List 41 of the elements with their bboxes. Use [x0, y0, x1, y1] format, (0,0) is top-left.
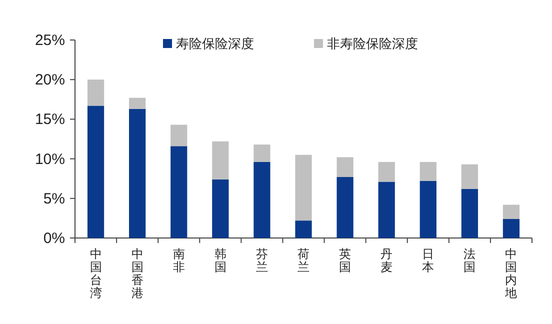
- y-tick-label: 20%: [34, 72, 65, 89]
- legend-label: 非寿险保险深度: [327, 36, 418, 52]
- x-tick-label: 南非: [172, 247, 185, 274]
- bar: [254, 162, 270, 238]
- x-tick-label: 韩国: [214, 247, 226, 274]
- x-tick-label: 法国: [464, 247, 476, 274]
- x-tick-label: 中国台湾: [90, 247, 102, 300]
- x-tick-label: 丹麦: [380, 247, 393, 274]
- x-tick-label: 芬兰: [256, 247, 268, 274]
- bar: [129, 98, 146, 109]
- x-tick-label: 日本: [422, 247, 434, 274]
- bar: [129, 108, 146, 238]
- bar: [378, 162, 395, 182]
- x-tick-label: 荷兰: [298, 247, 310, 274]
- y-tick-label: 15%: [34, 111, 65, 128]
- bar: [87, 80, 104, 106]
- bar: [502, 218, 520, 238]
- bar: [461, 188, 478, 238]
- bar: [295, 220, 312, 238]
- y-tick-label: 0%: [43, 230, 65, 247]
- bar: [378, 182, 395, 238]
- bar: [461, 164, 478, 189]
- bar: [336, 177, 354, 238]
- bar: [212, 141, 229, 180]
- bar: [420, 162, 436, 181]
- x-tick-label: 英国: [339, 247, 352, 274]
- y-tick-label: 10%: [34, 150, 65, 168]
- bar: [336, 157, 354, 178]
- bar: [170, 146, 188, 238]
- bar: [502, 204, 520, 219]
- y-tick-label: 5%: [43, 190, 65, 208]
- x-tick-label: 中国香港: [131, 247, 144, 300]
- y-tick-label: 25%: [34, 32, 65, 49]
- bar: [295, 154, 312, 221]
- bar: [87, 106, 104, 238]
- legend-label: 寿险保险深度: [176, 36, 254, 52]
- bar: [170, 124, 188, 146]
- bar: [254, 144, 270, 162]
- bar: [212, 179, 229, 238]
- x-tick-label: 中国内地: [504, 247, 518, 300]
- bar: [420, 180, 436, 238]
